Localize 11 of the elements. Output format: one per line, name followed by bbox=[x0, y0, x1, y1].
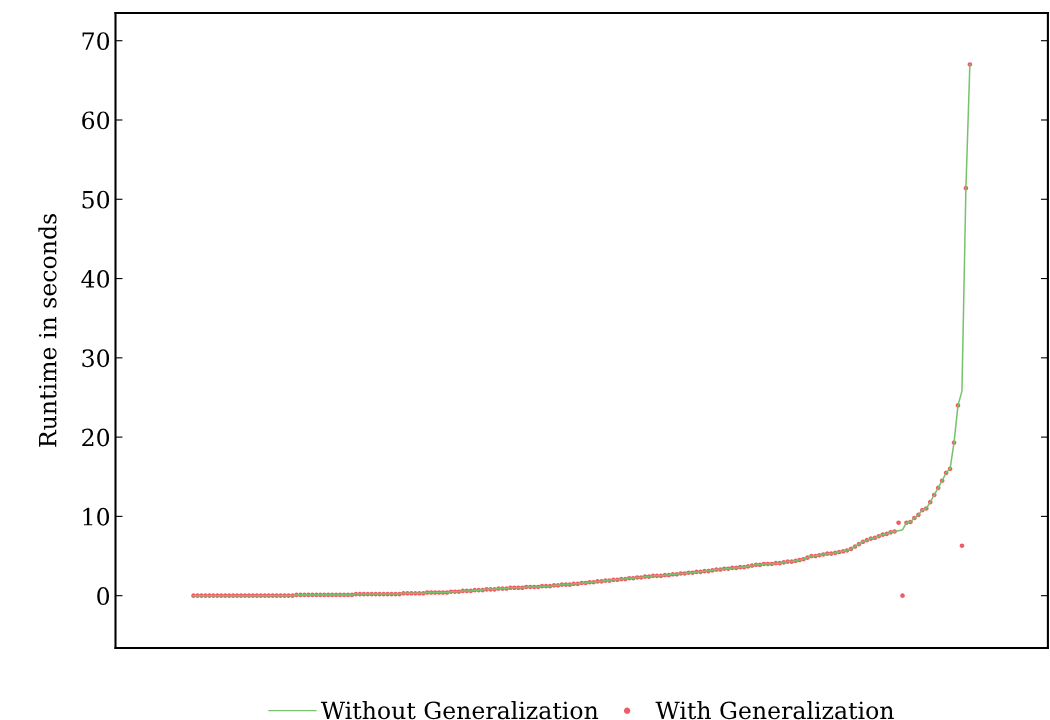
legend-label: Without Generalization bbox=[320, 701, 599, 720]
y-tick-label: 0 bbox=[97, 587, 110, 605]
y-tick-label: 10 bbox=[83, 507, 110, 526]
y-axis-title: Runtime in seconds bbox=[38, 214, 57, 447]
y-tick-label: 50 bbox=[82, 190, 110, 209]
legend-label: With Generalization bbox=[655, 701, 894, 720]
y-tick-label: 70 bbox=[82, 32, 110, 51]
y-tick-label: 40 bbox=[81, 270, 110, 288]
y-tick-label: 60 bbox=[82, 111, 110, 130]
y-tick-label: 30 bbox=[82, 349, 110, 368]
y-tick-label: 20 bbox=[82, 428, 110, 447]
